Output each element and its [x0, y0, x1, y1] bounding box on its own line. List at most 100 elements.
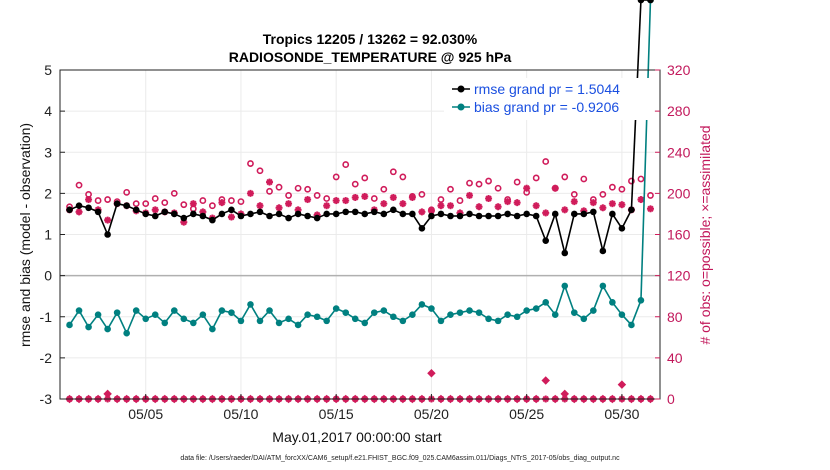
obs-assimilated-point	[637, 196, 645, 204]
obs-assimilated-point	[266, 178, 274, 186]
rmse-point	[637, 0, 645, 4]
bias-point	[532, 305, 540, 312]
y-right-tick-label: 40	[667, 350, 683, 366]
bias-point	[542, 299, 550, 306]
x-tick-label: 05/20	[414, 406, 449, 422]
bias-point	[551, 311, 559, 318]
obs-assimilated-point	[256, 202, 264, 210]
bias-point	[466, 307, 473, 314]
rmse-point	[542, 237, 550, 244]
obs-possible-point	[104, 196, 112, 203]
bias-point	[75, 307, 83, 314]
rmse-point	[599, 247, 607, 255]
obs-possible-point	[485, 177, 492, 185]
bias-point	[580, 315, 588, 323]
rmse-point	[180, 214, 188, 222]
obs-assimilated-point	[599, 204, 607, 212]
obs-possible-point	[637, 175, 645, 183]
bias-point	[228, 309, 235, 316]
rmse-point	[75, 202, 83, 210]
rmse-point	[104, 231, 111, 238]
obs-possible-point	[208, 202, 216, 210]
bias-point	[332, 305, 340, 312]
obs-possible-point	[323, 195, 331, 202]
obs-possible-point	[580, 175, 588, 183]
rmse-point	[447, 212, 454, 220]
bias-point	[399, 317, 407, 325]
obs-assimilated-point	[342, 197, 350, 205]
obs-assimilated-point	[551, 184, 559, 192]
rmse-segment	[535, 215, 547, 241]
bias-point	[247, 301, 254, 308]
bias-point	[342, 309, 350, 316]
obs-assimilated-point	[246, 189, 254, 197]
y-axis-right-label: # of obs: o=possible; ×=assimilated	[697, 125, 713, 344]
rmse-point	[247, 210, 254, 218]
bias-point	[85, 323, 92, 331]
bias-point	[275, 319, 283, 327]
obs-possible-point	[180, 201, 188, 209]
bias-point	[380, 307, 388, 314]
y-right-tick-label: 160	[667, 227, 691, 243]
rmse-point	[323, 210, 330, 218]
bias-point	[285, 315, 292, 323]
obs-possible-point	[266, 187, 273, 195]
chart-title-line1: Tropics 12205 / 13262 = 92.030%	[263, 31, 478, 47]
obs-possible-point	[123, 188, 131, 196]
obs-possible-point	[170, 189, 178, 197]
obs-assimilated-point	[323, 202, 331, 210]
y-axis-left-label: rmse and bias (model - observation)	[17, 123, 33, 347]
x-tick-label: 05/10	[223, 406, 258, 422]
x-tick-label: 05/05	[128, 406, 163, 422]
bias-point	[390, 313, 397, 321]
obs-assimilated-point	[646, 205, 654, 213]
bias-segment	[116, 312, 128, 334]
rmse-point	[151, 212, 159, 220]
obs-assimilated-point	[408, 193, 416, 201]
obs-possible-point	[332, 173, 340, 181]
y-left-tick-label: 4	[44, 103, 52, 119]
bias-point	[590, 307, 597, 314]
rmse-point	[228, 206, 235, 214]
bias-point	[142, 315, 150, 323]
y-left-tick-label: 3	[44, 144, 52, 160]
obs-possible-point	[228, 197, 235, 204]
y-left-tick-label: -3	[40, 391, 53, 407]
obs-assimilated-point	[466, 191, 474, 199]
x-tick-label: 05/25	[509, 406, 544, 422]
obs-assimilated-point	[561, 206, 569, 214]
rmse-segment	[97, 211, 109, 235]
bias-series	[66, 0, 654, 337]
bias-point	[151, 311, 159, 318]
rmse-point	[94, 208, 102, 216]
bias-segment	[630, 300, 642, 326]
obs-possible-point	[342, 161, 350, 168]
y-left-tick-label: -2	[40, 350, 53, 366]
rmse-point	[199, 212, 207, 220]
obs-assimilated-point	[532, 202, 540, 210]
rmse-point	[390, 206, 397, 214]
obs-possible-point	[275, 183, 283, 191]
rmse-point	[218, 210, 226, 218]
y-right-tick-label: 80	[667, 309, 683, 325]
rmse-point	[351, 208, 359, 216]
rmse-point	[399, 210, 407, 218]
obs-possible-low-point	[103, 389, 112, 399]
rmse-point	[142, 210, 150, 218]
bias-point	[237, 317, 245, 325]
bias-point	[428, 305, 435, 312]
obs-possible-low-point	[427, 369, 436, 378]
y-left-tick-label: 1	[44, 227, 52, 243]
rmse-point	[123, 202, 130, 210]
rmse-point	[85, 204, 92, 212]
obs-possible-point	[75, 181, 83, 189]
obs-assimilated-point	[589, 199, 597, 207]
bias-point	[475, 309, 483, 316]
obs-assimilated-point	[504, 198, 512, 206]
obs-possible-point	[608, 183, 616, 191]
rmse-point	[294, 210, 302, 218]
rmse-point	[580, 210, 588, 218]
y-left-tick-label: 2	[44, 185, 52, 201]
obs-possible-point	[628, 177, 635, 185]
x-axis-label: May.01,2017 00:00:00 start	[272, 429, 442, 445]
